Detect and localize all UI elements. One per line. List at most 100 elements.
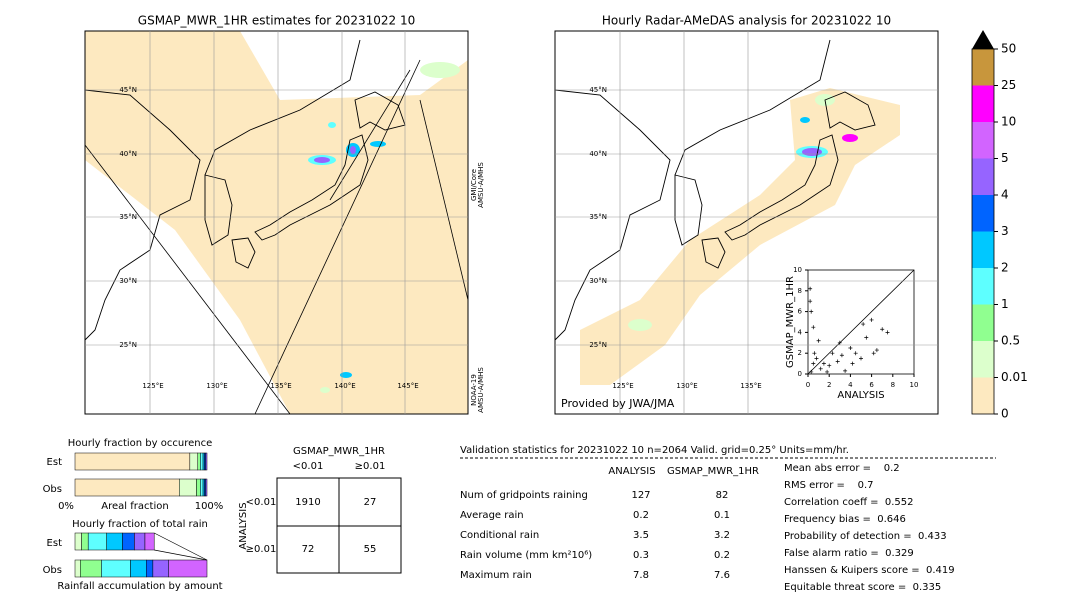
coastline — [231, 237, 256, 269]
label: 7.6 — [714, 570, 730, 581]
label: 50 — [1001, 42, 1016, 56]
fraction-segment — [205, 452, 208, 471]
point — [871, 351, 876, 356]
rain — [802, 148, 822, 156]
rain — [350, 146, 356, 154]
label: 4 — [1001, 188, 1009, 202]
point — [839, 353, 844, 358]
point — [835, 359, 840, 364]
label: Obs — [43, 484, 62, 495]
label: RMS error = 0.7 — [784, 480, 874, 491]
rain — [628, 319, 652, 331]
label: 100% — [195, 501, 224, 512]
label: 10 — [1001, 115, 1016, 129]
colorbar-segment — [972, 85, 994, 122]
fraction-segment — [196, 478, 201, 497]
label: 10 — [910, 381, 919, 389]
label: 4 — [848, 381, 853, 389]
colorbar-segment — [972, 268, 994, 305]
label: Frequency bias = 0.646 — [784, 514, 906, 525]
rain — [842, 134, 858, 142]
label: <0.01 — [246, 497, 277, 508]
orbit-edge — [329, 69, 411, 201]
colorbar-segment — [972, 377, 994, 414]
label: Hourly Radar-AMeDAS analysis for 2023102… — [602, 14, 891, 28]
point — [809, 369, 814, 374]
colorbar-segment — [972, 158, 994, 195]
connector — [154, 549, 208, 561]
coastline — [824, 91, 876, 131]
label: Hourly fraction of total rain — [72, 519, 208, 530]
label: 0.5 — [1001, 334, 1020, 348]
label: GSMAP_MWR_1HR — [667, 466, 759, 477]
label: Equitable threat score = 0.335 — [784, 582, 941, 593]
label: 125°E — [142, 382, 163, 390]
fraction-segment — [200, 478, 204, 497]
label: AMSU-A/MHS — [477, 162, 485, 208]
label: 0 — [1001, 407, 1009, 421]
point — [853, 351, 858, 356]
label: 72 — [302, 544, 315, 555]
colorbar-segment — [972, 231, 994, 268]
point — [809, 309, 814, 314]
label: GSMAP_MWR_1HR — [785, 276, 796, 368]
fraction-segment — [80, 559, 102, 578]
label: Maximum rain — [460, 570, 532, 581]
point — [808, 286, 813, 291]
fraction-segment — [200, 452, 204, 471]
point — [821, 361, 826, 366]
label: 45°N — [589, 86, 607, 94]
point — [812, 351, 817, 356]
rain — [420, 62, 460, 78]
label: 10 — [793, 266, 802, 274]
label: ANALYSIS — [608, 466, 655, 477]
label: 25°N — [589, 341, 607, 349]
label: 40°N — [589, 150, 607, 158]
label: 6 — [798, 308, 803, 316]
colorbar-segment — [972, 122, 994, 159]
label: 25 — [1001, 78, 1016, 92]
rain — [328, 122, 336, 128]
label: Conditional rain — [460, 530, 539, 541]
label: Areal fraction — [101, 501, 168, 512]
point — [848, 346, 853, 350]
label: 82 — [716, 490, 729, 501]
rain — [340, 372, 352, 378]
label: 0% — [58, 501, 74, 512]
diagonal — [807, 269, 915, 375]
label: 6 — [869, 381, 874, 389]
label: Hanssen & Kuipers score = 0.419 — [784, 565, 955, 576]
fraction-segment — [144, 532, 155, 551]
point — [880, 327, 885, 332]
orbit-edges — [84, 59, 469, 415]
label: 35°N — [589, 213, 607, 221]
label: 1910 — [295, 497, 320, 508]
no-data-region — [85, 160, 290, 414]
label: 27 — [364, 497, 377, 508]
label: Validation statistics for 20231022 10 n=… — [460, 445, 849, 456]
coastline — [354, 91, 406, 131]
coastline — [674, 174, 703, 246]
fraction-segment — [101, 559, 131, 578]
fraction-segment — [197, 452, 201, 471]
point — [885, 330, 890, 335]
label: ≥0.01 — [246, 544, 277, 555]
label: 1 — [1001, 297, 1009, 311]
orbit-edge — [254, 59, 421, 415]
fraction-segment — [130, 559, 147, 578]
point — [818, 366, 823, 371]
label: 145°E — [397, 382, 418, 390]
label: 45°N — [119, 86, 137, 94]
label: 55 — [364, 544, 377, 555]
label: 140°E — [334, 382, 355, 390]
coastline — [724, 134, 839, 241]
rain — [314, 157, 330, 163]
orbit-edge — [419, 99, 469, 301]
right-map-frame — [554, 30, 939, 415]
label: 127 — [631, 490, 650, 501]
label: False alarm ratio = 0.329 — [784, 548, 914, 559]
label: 130°E — [676, 382, 697, 390]
point — [825, 369, 830, 374]
coastline — [204, 174, 233, 246]
